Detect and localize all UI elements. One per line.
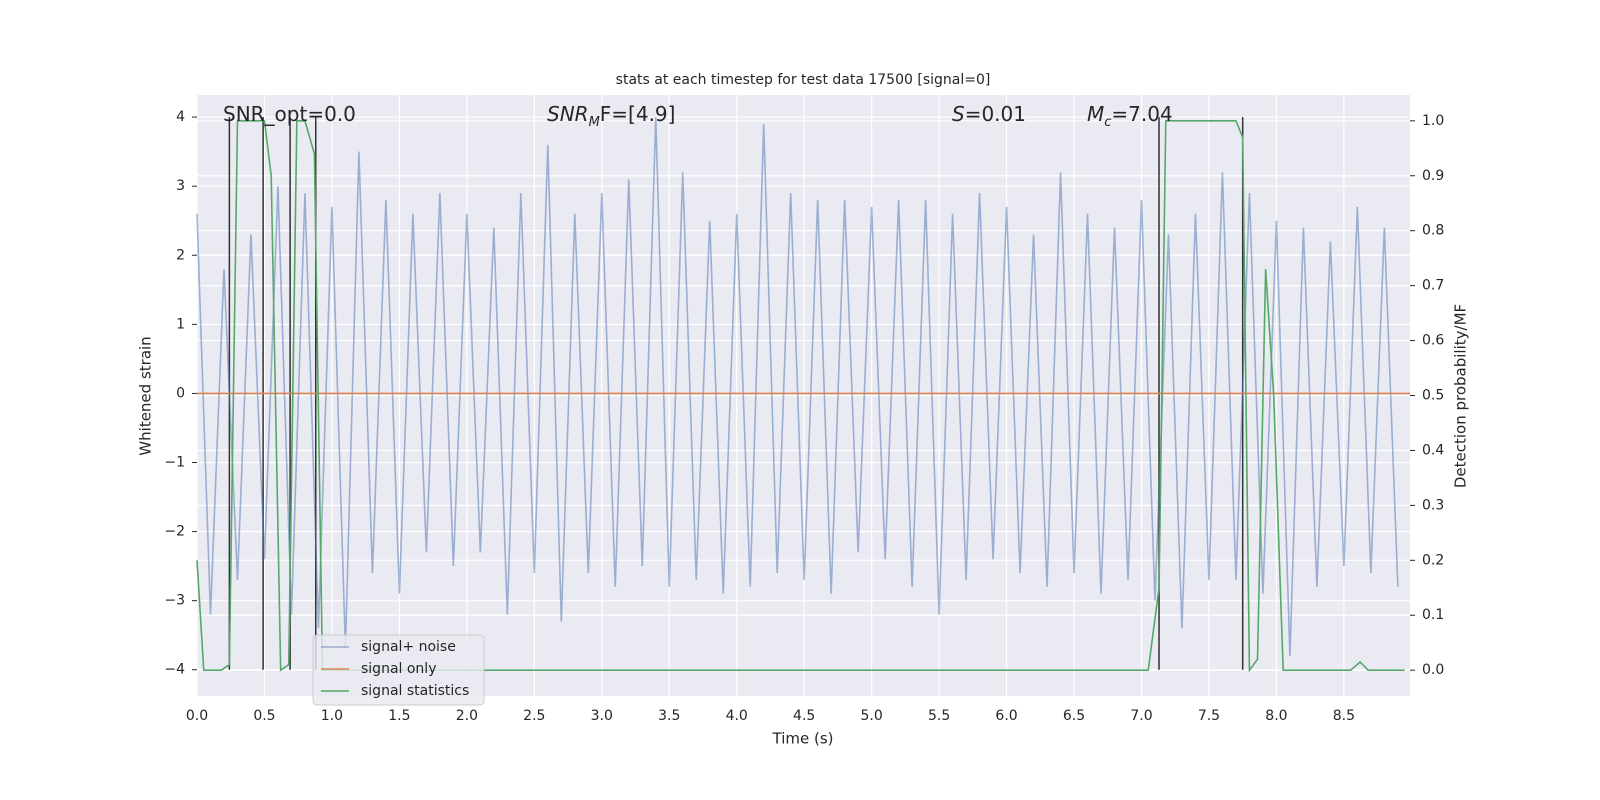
y-tick-label: 0 <box>176 385 185 401</box>
y-tick-label: −1 <box>164 455 185 471</box>
y2-axis-label: Detection probability/MF <box>1452 304 1470 488</box>
x-tick-label: 1.0 <box>321 708 343 724</box>
x-tick-label: 8.5 <box>1333 708 1355 724</box>
annotation-part: M <box>589 115 600 130</box>
x-tick-label: 5.0 <box>861 708 883 724</box>
series-line <box>196 120 1405 673</box>
annotation-part: =7.04 <box>1111 102 1172 126</box>
y-tick-label: 3 <box>176 178 185 194</box>
x-tick-label: 8.0 <box>1265 708 1287 724</box>
annotation-part: S <box>952 102 965 126</box>
annotation-part: c <box>1104 115 1111 130</box>
x-tick-label: 6.5 <box>1063 708 1085 724</box>
legend-label: signal+ noise <box>361 639 456 655</box>
annotation: S=0.01 <box>952 102 1026 126</box>
y-tick-label: −2 <box>164 524 185 540</box>
x-tick-label: 0.0 <box>186 708 208 724</box>
annotation-part: SNR <box>547 102 589 126</box>
y2-tick-label: 0.8 <box>1422 223 1444 239</box>
y-tick-label: −4 <box>164 662 185 678</box>
y2-tick-label: 0.3 <box>1422 497 1444 513</box>
legend-box <box>312 634 485 706</box>
x-tick-label: 5.5 <box>928 708 950 724</box>
x-tick-label: 4.0 <box>726 708 748 724</box>
y-axis-label: Whitened strain <box>137 336 155 455</box>
y2-tick-label: 0.1 <box>1422 607 1444 623</box>
y2-tick-label: 0.9 <box>1422 168 1444 184</box>
x-tick-label: 2.5 <box>523 708 545 724</box>
y-tick-label: 4 <box>176 109 185 125</box>
y-tick-label: −3 <box>164 593 185 609</box>
x-tick-label: 3.0 <box>591 708 613 724</box>
annotation: SNR_opt=0.0 <box>223 102 356 126</box>
x-tick-label: 1.5 <box>388 708 410 724</box>
y-tick-label: 2 <box>176 247 185 263</box>
y-tick-label: 1 <box>176 316 185 332</box>
annotation-part: F=[4.9] <box>600 102 676 126</box>
y2-tick-label: 0.0 <box>1422 662 1444 678</box>
legend-label: signal only <box>361 661 436 677</box>
legend-label: signal statistics <box>361 683 469 699</box>
x-tick-label: 2.0 <box>456 708 478 724</box>
annotation-part: =0.01 <box>965 102 1026 126</box>
series-line <box>196 117 1399 656</box>
y2-tick-label: 0.7 <box>1422 278 1444 294</box>
x-tick-label: 0.5 <box>253 708 275 724</box>
y2-tick-label: 0.2 <box>1422 552 1444 568</box>
y2-tick-label: 0.6 <box>1422 333 1444 349</box>
x-tick-label: 7.0 <box>1130 708 1152 724</box>
x-tick-label: 3.5 <box>658 708 680 724</box>
annotation-part: M <box>1087 102 1104 126</box>
x-axis-label: Time (s) <box>772 730 834 748</box>
annotation: SNRMF=[4.9] <box>547 102 675 131</box>
y2-tick-label: 1.0 <box>1422 113 1444 129</box>
x-tick-label: 6.0 <box>995 708 1017 724</box>
y2-tick-label: 0.5 <box>1422 388 1444 404</box>
x-tick-label: 7.5 <box>1198 708 1220 724</box>
annotation-part: SNR_opt=0.0 <box>223 102 356 126</box>
annotation: Mc=7.04 <box>1087 102 1173 131</box>
x-tick-label: 4.5 <box>793 708 815 724</box>
chart-title: stats at each timestep for test data 175… <box>616 72 991 88</box>
y2-tick-label: 0.4 <box>1422 442 1444 458</box>
